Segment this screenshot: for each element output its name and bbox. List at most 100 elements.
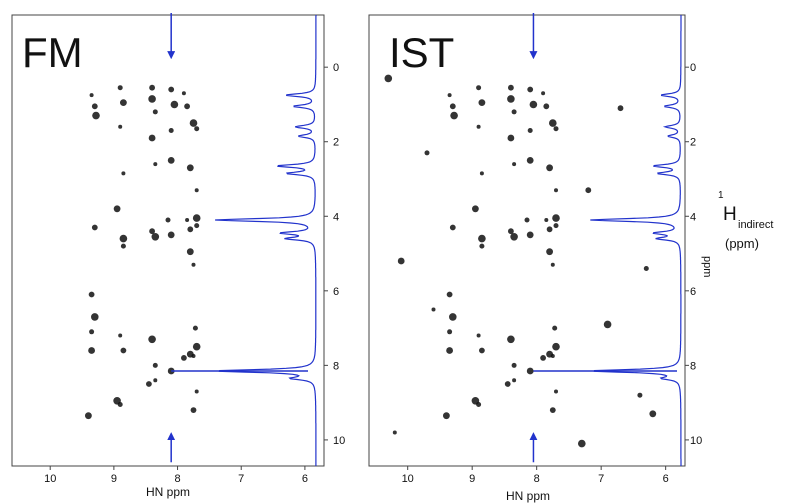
peak-marker [527, 128, 533, 133]
y-tick-label: 6 [690, 286, 696, 298]
peak-marker [447, 329, 453, 335]
peak-marker [120, 243, 126, 249]
peak-marker [540, 355, 546, 361]
peak-marker [181, 91, 186, 96]
peak-marker [118, 124, 123, 129]
x-tick-label: 10 [402, 473, 414, 485]
peak-marker [479, 243, 485, 249]
peak-marker [192, 342, 201, 351]
peak-marker [449, 224, 456, 231]
y-tick-label: 0 [690, 62, 696, 74]
ist-panel: IST 0 2 4 6 8 10 10 9 8 7 6 HN ppm 1 H indirect (… [368, 13, 773, 503]
peak-marker [184, 103, 191, 110]
peak-marker [643, 266, 649, 271]
peak-marker [151, 233, 160, 241]
peak-marker [508, 228, 514, 235]
peak-marker [476, 85, 482, 91]
peak-marker [424, 150, 430, 156]
peak-marker [392, 430, 397, 435]
x-tick-label: 9 [469, 473, 475, 485]
peak-marker [194, 188, 199, 193]
peak-marker [550, 354, 555, 358]
peak-marker [546, 248, 553, 256]
peak-marker [507, 335, 515, 344]
x-tick-label: 7 [598, 473, 604, 485]
peak-marker [186, 164, 194, 172]
peak-marker [527, 86, 534, 93]
peak-marker [431, 307, 436, 312]
peak-marker [149, 228, 156, 235]
peak-marker [552, 214, 560, 222]
y-tick-label: 8 [333, 360, 339, 372]
ist-peaks [384, 74, 657, 448]
peak-marker [89, 329, 95, 335]
peak-marker [91, 313, 99, 321]
y-tick-label: 2 [333, 137, 339, 149]
y-axis-title-units: (ppm) [725, 236, 759, 251]
peak-marker [549, 407, 556, 413]
peak-marker [120, 347, 127, 354]
y-axis-rotated-label: ppm [701, 256, 713, 277]
peak-marker [546, 164, 553, 172]
peak-marker [544, 218, 549, 222]
ist-projection-trace [590, 15, 682, 466]
peak-marker [191, 262, 196, 267]
peak-marker [511, 362, 517, 368]
peak-marker [553, 223, 559, 229]
peak-marker [554, 389, 558, 394]
ist-x-axis-label: HN ppm [506, 489, 550, 503]
peak-marker [119, 234, 128, 243]
peak-marker [152, 362, 158, 368]
x-tick-label: 6 [302, 473, 308, 485]
x-tick-label: 8 [174, 473, 180, 485]
peak-marker [194, 223, 200, 229]
peak-marker [541, 91, 546, 96]
y-tick-label: 0 [333, 62, 339, 74]
peak-marker [578, 439, 586, 448]
peak-marker [148, 335, 156, 344]
peak-marker [447, 93, 452, 98]
peak-marker [449, 313, 457, 321]
peak-marker [479, 171, 484, 176]
peak-marker [649, 410, 657, 418]
peak-marker [603, 320, 612, 329]
peak-marker [443, 412, 450, 420]
x-tick-label: 6 [663, 473, 669, 485]
peak-marker [617, 105, 624, 112]
peak-marker [384, 74, 393, 83]
peak-marker [148, 95, 156, 103]
y-tick-label: 4 [690, 211, 696, 223]
peak-marker [194, 126, 200, 132]
ist-x-axis: 10 9 8 7 6 [402, 466, 669, 485]
peak-marker [85, 412, 92, 420]
peak-marker [92, 111, 100, 120]
peak-marker [190, 407, 197, 413]
y-axis-title-main: H [723, 204, 737, 225]
peak-marker [526, 367, 534, 375]
peak-marker [167, 157, 175, 164]
y-axis-title: 1 H indirect (ppm) ppm [701, 190, 773, 277]
peak-marker [167, 231, 175, 239]
peak-marker [552, 325, 558, 331]
peak-marker [554, 188, 558, 193]
peak-marker [478, 234, 486, 243]
peak-marker [192, 325, 198, 331]
ist-panel-title: IST [389, 29, 454, 76]
peak-marker [168, 86, 175, 93]
fm-panel: FM 0 2 4 6 8 10 10 9 8 7 6 HN ppm [11, 13, 345, 499]
peak-marker [89, 93, 94, 98]
peak-marker [449, 103, 456, 110]
peak-marker [118, 333, 123, 338]
peak-marker [191, 354, 196, 358]
peak-marker [88, 291, 95, 298]
peak-marker [507, 134, 515, 142]
peak-marker [476, 333, 481, 338]
y-tick-label: 4 [333, 211, 339, 223]
fm-plot-frame [11, 14, 325, 467]
peak-marker [88, 347, 95, 354]
peak-marker [170, 100, 179, 109]
peak-marker [152, 109, 158, 115]
y-tick-label: 8 [690, 360, 696, 372]
peak-marker [117, 85, 123, 91]
